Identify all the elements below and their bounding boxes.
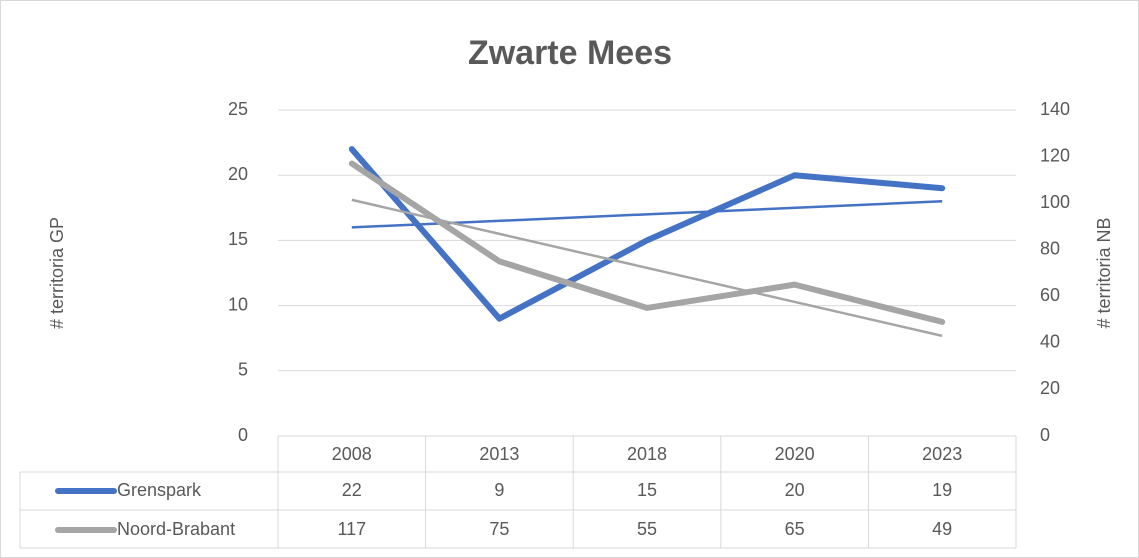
y-tick-label: 0: [238, 425, 248, 445]
chart-title: Zwarte Mees: [468, 34, 672, 72]
table-value: 22: [342, 480, 362, 500]
series-line: [348, 146, 946, 322]
legend-label: Noord-Brabant: [117, 519, 235, 539]
table-value: 19: [932, 480, 952, 500]
y-tick-label: 25: [228, 99, 248, 119]
y2-tick-label: 140: [1040, 99, 1070, 119]
y2-axis-title: # territoria NB: [1094, 217, 1114, 328]
y-tick-label: 15: [228, 229, 248, 249]
y2-tick-label: 0: [1040, 425, 1050, 445]
y2-tick-label: 40: [1040, 332, 1060, 352]
x-tick-label: 2008: [332, 444, 372, 464]
x-tick-label: 2023: [922, 444, 962, 464]
y-tick-label: 20: [228, 164, 248, 184]
table-value: 65: [785, 519, 805, 539]
y-tick-label: 10: [228, 294, 248, 314]
table-value: 49: [932, 519, 952, 539]
x-tick-label: 2013: [479, 444, 519, 464]
legend-label: Grenspark: [117, 480, 202, 500]
table-value: 75: [489, 519, 509, 539]
y2-tick-label: 80: [1040, 238, 1060, 258]
table-value: 55: [637, 519, 657, 539]
x-tick-label: 2020: [775, 444, 815, 464]
y-axis-title: # territoria GP: [47, 217, 67, 329]
y2-tick-label: 120: [1040, 145, 1070, 165]
table-value: 15: [637, 480, 657, 500]
table-value: 9: [494, 480, 504, 500]
series-line: [348, 160, 946, 325]
y2-tick-label: 100: [1040, 192, 1070, 212]
trendline: [351, 198, 943, 338]
y-tick-label: 5: [238, 360, 248, 380]
y2-tick-label: 60: [1040, 285, 1060, 305]
table-value: 20: [785, 480, 805, 500]
table-value: 117: [337, 519, 366, 539]
x-tick-label: 2018: [627, 444, 667, 464]
y2-tick-label: 20: [1040, 378, 1060, 398]
